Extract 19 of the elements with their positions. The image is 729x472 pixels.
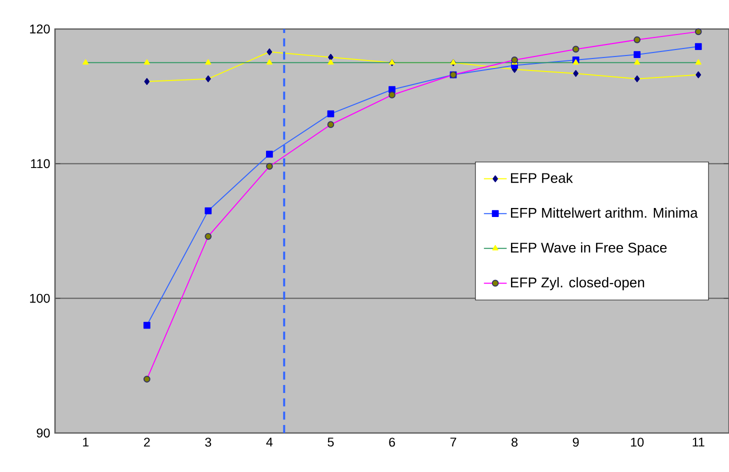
x-tick-label: 10: [631, 438, 644, 447]
y-tick-label: 120: [30, 24, 50, 34]
x-tick-label: 9: [572, 438, 579, 447]
y-tick-label: 90: [36, 428, 50, 438]
y-tick-label: 100: [30, 294, 50, 303]
legend-label: EFP Zyl. closed-open: [511, 277, 644, 290]
legend-label: EFP Mittelwert arithm. Minima: [511, 208, 698, 218]
x-tick-label: 6: [389, 438, 395, 447]
x-tick-label: 11: [692, 438, 704, 446]
legend-label: EFP Peak: [511, 172, 573, 184]
x-tick-label: 4: [266, 438, 273, 446]
x-tick-label: 3: [205, 438, 212, 447]
legend-label: EFP Wave in Free Space: [511, 242, 667, 256]
x-tick-label: 7: [450, 438, 456, 446]
x-tick-label: 5: [328, 438, 334, 447]
x-tick-label: 8: [512, 438, 518, 447]
y-tick-label: 110: [31, 159, 50, 168]
x-tick-label: 1: [83, 438, 89, 446]
x-tick-label: 2: [144, 438, 150, 447]
